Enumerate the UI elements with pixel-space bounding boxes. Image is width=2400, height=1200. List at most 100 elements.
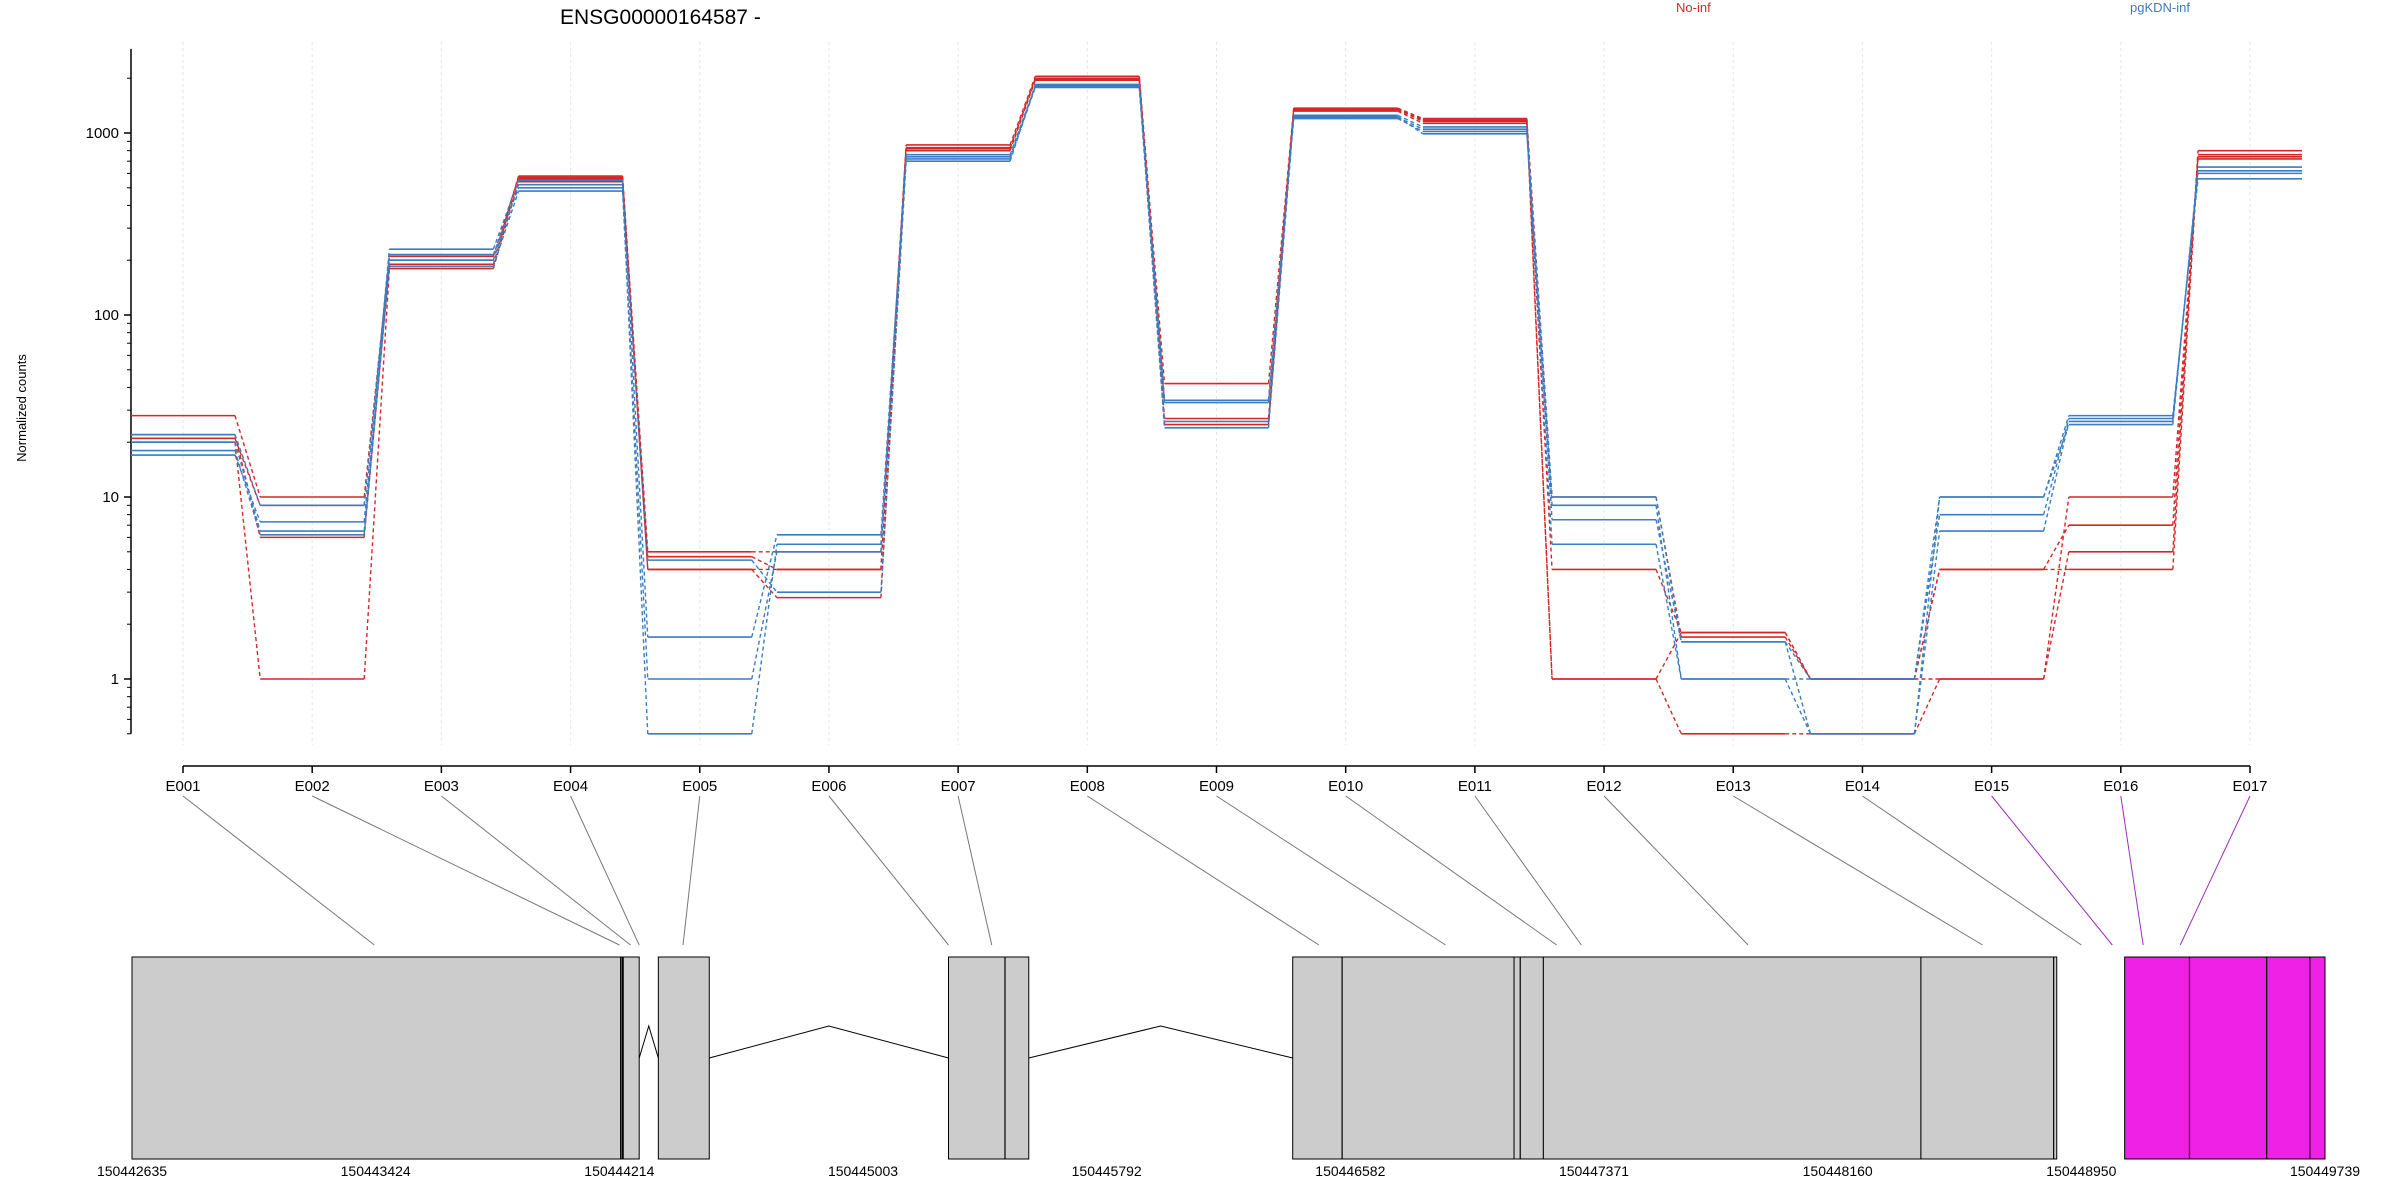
coordinate-tick-label: 150448160 xyxy=(1803,1163,1873,1179)
connector-segment xyxy=(1397,114,1424,128)
exon-link-e008 xyxy=(1087,795,1320,946)
connector-segment xyxy=(363,254,391,506)
x-tick-label-e005: E005 xyxy=(682,778,717,795)
y-tick-label: 10 xyxy=(102,489,119,506)
connector-segment xyxy=(2172,156,2199,570)
y-axis-label: Normalized counts xyxy=(14,354,29,462)
intron-line xyxy=(709,1025,949,1059)
exon-link-e011 xyxy=(1474,795,1582,946)
x-tick-label-e002: E002 xyxy=(295,778,330,795)
legend-label-no-inf: No-inf xyxy=(1676,0,1711,15)
connector-segment xyxy=(1526,129,1553,545)
connector-segment xyxy=(1526,123,1553,680)
x-tick-label-e015: E015 xyxy=(1974,778,2009,795)
connector-segment xyxy=(751,544,778,734)
connector-segment xyxy=(1009,76,1036,146)
exon-link-e017 xyxy=(2179,795,2251,946)
connector-segment xyxy=(492,187,520,255)
x-tick-label-e004: E004 xyxy=(553,778,588,795)
legend-label-pgkdn-inf: pgKDN-inf xyxy=(2130,0,2190,15)
exon-block-3 xyxy=(657,956,710,1160)
connector-segment xyxy=(621,180,649,638)
connector-segment xyxy=(234,454,261,523)
x-tick-label-e017: E017 xyxy=(2232,778,2267,795)
connector-segment xyxy=(1009,79,1036,151)
connector-segment xyxy=(492,181,520,269)
x-tick-label-e001: E001 xyxy=(165,778,200,795)
exon-block-5 xyxy=(1292,956,1515,1160)
connector-segment xyxy=(1397,116,1424,135)
x-tick-label-e014: E014 xyxy=(1845,778,1880,795)
connector-segment xyxy=(2042,415,2070,498)
connector-segment xyxy=(1784,641,1812,734)
connector-segment xyxy=(1009,86,1036,158)
connector-segment xyxy=(1009,77,1036,148)
connector-segment xyxy=(880,161,907,593)
x-tick-label-e008: E008 xyxy=(1070,778,1105,795)
coordinate-tick-label: 150446582 xyxy=(1315,1163,1385,1179)
connector-segment xyxy=(1784,636,1812,680)
connector-segment xyxy=(1784,632,1812,680)
exon-connectors xyxy=(182,795,2251,946)
connector-segment xyxy=(363,260,391,532)
connector-segment xyxy=(1267,116,1295,403)
x-tick-label-e012: E012 xyxy=(1587,778,1622,795)
coordinate-tick-label: 150442635 xyxy=(97,1163,167,1179)
y-tick-label: 1000 xyxy=(86,125,119,142)
exon-block-6 xyxy=(1513,956,1544,1160)
connector-segment xyxy=(2042,418,2070,515)
x-tick-label-e006: E006 xyxy=(811,778,846,795)
connector-segment xyxy=(1397,110,1424,124)
coordinate-tick-label: 150443424 xyxy=(341,1163,411,1179)
exon-block-7 xyxy=(1542,956,1922,1160)
connector-segment xyxy=(492,190,520,267)
connector-segment xyxy=(1397,107,1424,120)
connector-segment xyxy=(492,184,520,261)
series-pgkdn-inf-8 xyxy=(131,83,2302,735)
connector-segment xyxy=(621,190,649,680)
connector-segment xyxy=(1397,116,1424,130)
exon-link-e007 xyxy=(957,795,993,946)
exon-link-e001 xyxy=(182,795,375,946)
exon-link-e012 xyxy=(1603,795,1749,946)
exon-link-e004 xyxy=(570,795,640,946)
exon-block-4 xyxy=(948,956,1030,1160)
connector-segment xyxy=(1784,678,1812,735)
connector-segment xyxy=(621,187,649,561)
coordinate-tick-label: 150445003 xyxy=(828,1163,898,1179)
connector-segment xyxy=(1913,514,1941,680)
coordinate-tick-label: 150444214 xyxy=(584,1163,654,1179)
connector-segment xyxy=(234,415,261,498)
connector-segment xyxy=(2042,424,2070,498)
gene-model xyxy=(131,956,2326,1160)
exon-link-e006 xyxy=(828,795,949,946)
connector-segment xyxy=(1397,109,1424,122)
connector-segment xyxy=(234,450,261,535)
connector-segment xyxy=(1655,569,1682,633)
connector-segment xyxy=(751,568,778,599)
genomic-coordinate-axis: 150442635 150443424 150444214 150445003 1504… xyxy=(97,1163,2360,1179)
connector-segment xyxy=(1655,678,1682,735)
connector-segment xyxy=(621,184,649,734)
exon-link-e010 xyxy=(1345,795,1557,946)
y-tick-label: 1 xyxy=(111,671,119,688)
plot-title: ENSG00000164587 - xyxy=(560,6,761,29)
exon-link-e015 xyxy=(1991,795,2113,946)
series-lines xyxy=(131,75,2302,735)
plot-grid xyxy=(182,42,2251,745)
x-tick-label-e016: E016 xyxy=(2103,778,2138,795)
connector-segment xyxy=(1655,632,1682,680)
connector-segment xyxy=(1913,530,1941,734)
exon-link-e016 xyxy=(2120,795,2144,946)
connector-segment xyxy=(1784,641,1812,680)
connector-segment xyxy=(1655,505,1682,680)
x-tick-label-e013: E013 xyxy=(1716,778,1751,795)
connector-segment xyxy=(1655,519,1682,642)
intron-line xyxy=(1028,1025,1293,1059)
coordinate-tick-label: 150447371 xyxy=(1559,1163,1629,1179)
connector-segment xyxy=(234,434,261,506)
exon-link-e013 xyxy=(1732,795,1983,946)
connector-segment xyxy=(1913,569,1941,680)
connector-segment xyxy=(621,177,649,557)
x-tick-label-e010: E010 xyxy=(1328,778,1363,795)
